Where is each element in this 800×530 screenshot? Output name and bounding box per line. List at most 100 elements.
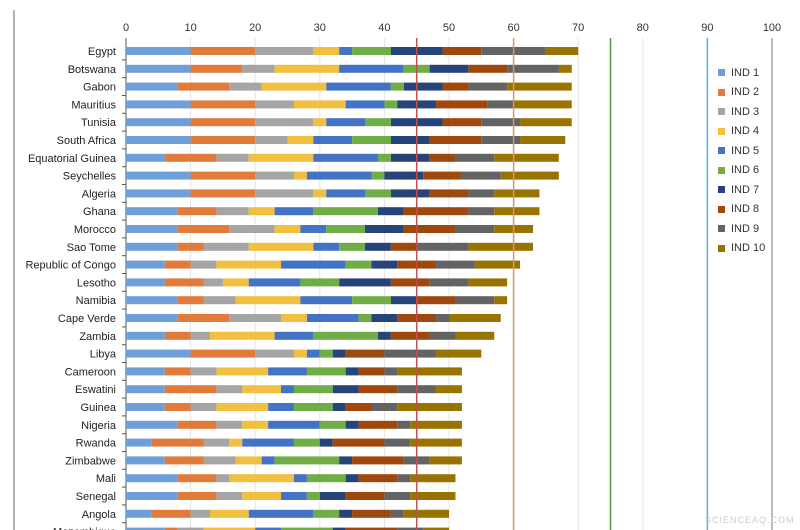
bar-segment-ind-1 (126, 47, 191, 55)
bar-segment-ind-2 (177, 420, 217, 429)
bar-segment-ind-5 (306, 349, 320, 358)
bar-segment-ind-2 (190, 349, 256, 358)
bar-segment-ind-2 (177, 242, 204, 251)
bar-segment-ind-5 (261, 456, 275, 465)
bar-segment-ind-5 (281, 492, 307, 500)
legend-label: IND 7 (731, 183, 760, 196)
bar-segment-ind-1 (126, 456, 165, 465)
bar-segment-ind-1 (126, 64, 191, 73)
bar-segment-ind-4 (209, 509, 249, 518)
bar-segment-ind-3 (190, 331, 210, 340)
bar-segment-ind-3 (190, 367, 217, 376)
bar-segment-ind-3 (216, 474, 230, 483)
bar-segment-ind-5 (313, 136, 353, 144)
bar-segment-ind-3 (229, 82, 262, 91)
bar-segment-ind-6 (352, 47, 391, 55)
bar-segment-ind-1 (126, 420, 178, 429)
bar-segment-ind-3 (255, 136, 288, 144)
x-tick-label: 20 (249, 22, 261, 34)
bar-segment-ind-3 (229, 314, 282, 322)
bar-segment-ind-9 (436, 260, 475, 269)
legend-item: IND 4 (718, 122, 765, 142)
bar-segment-ind-1 (126, 118, 191, 127)
bar-segment-ind-9 (371, 403, 398, 411)
bar-segment-ind-10 (474, 260, 521, 269)
bar-segment-ind-10 (513, 100, 572, 109)
bar-segment-ind-2 (190, 171, 256, 180)
bar-segment-ind-10 (507, 82, 572, 91)
watermark: SCIENCEAQ.COM (705, 515, 795, 525)
bar-segment-ind-2 (190, 47, 256, 55)
bar-segment-ind-7 (345, 367, 359, 376)
legend-item: IND 5 (718, 141, 765, 161)
category-label: Angola (82, 509, 117, 521)
bar-segment-ind-9 (468, 82, 508, 91)
bar-segment-ind-2 (177, 207, 217, 216)
bar-segment-ind-10 (449, 314, 501, 322)
bar-segment-ind-2 (164, 367, 191, 376)
bar-segment-ind-2 (164, 403, 191, 411)
bar-segment-ind-1 (126, 153, 165, 162)
bar-segment-ind-1 (126, 474, 178, 483)
bar-segment-ind-8 (390, 278, 430, 287)
legend-label: IND 10 (731, 242, 766, 255)
bar-segment-ind-4 (216, 260, 282, 269)
bar-segment-ind-9 (429, 331, 456, 340)
bar-segment-ind-4 (293, 100, 346, 109)
bar-segment-ind-8 (352, 509, 391, 518)
x-tick-label: 100 (763, 22, 781, 34)
bar-segment-ind-6 (358, 314, 372, 322)
bar-segment-ind-4 (229, 438, 243, 447)
bar-segment-ind-6 (293, 438, 320, 447)
bar-segment-ind-5 (300, 225, 327, 233)
category-label: Rwanda (76, 438, 117, 450)
bar-segment-ind-2 (177, 314, 230, 322)
bar-segment-ind-8 (358, 420, 398, 429)
bar-segment-ind-3 (216, 420, 243, 429)
bar-segment-ind-3 (255, 100, 294, 109)
bar-segment-ind-6 (306, 492, 320, 500)
bar-segment-ind-10 (494, 189, 540, 198)
legend-item: IND 10 (718, 239, 765, 259)
legend-swatch (718, 244, 725, 252)
category-label: Mali (96, 473, 116, 485)
category-label: Botswana (68, 64, 117, 76)
bar-segment-ind-10 (403, 509, 449, 518)
bar-segment-ind-8 (345, 403, 372, 411)
category-label: Nigeria (81, 420, 117, 432)
legend-label: IND 2 (731, 86, 760, 99)
bar-segment-ind-10 (410, 420, 462, 429)
bar-segment-ind-7 (429, 64, 469, 73)
bar-segment-ind-8 (390, 242, 417, 251)
category-label: Mozambique (53, 527, 116, 530)
bar-segment-ind-6 (390, 82, 404, 91)
category-label: Tunisia (81, 117, 117, 129)
legend-item: IND 9 (718, 219, 765, 239)
bar-segment-ind-4 (248, 242, 314, 251)
bar-segment-ind-5 (274, 331, 314, 340)
bar-segment-ind-1 (126, 82, 178, 91)
bar-segment-ind-1 (126, 189, 191, 198)
bar-segment-ind-2 (164, 456, 204, 465)
bar-segment-ind-2 (164, 153, 217, 162)
x-tick-label: 70 (572, 22, 584, 34)
bar-segment-ind-10 (455, 331, 495, 340)
category-label: South Africa (57, 135, 117, 147)
bar-segment-ind-8 (358, 385, 398, 394)
bar-segment-ind-4 (293, 171, 307, 180)
bar-segment-ind-5 (293, 474, 307, 483)
bar-segment-ind-8 (468, 64, 508, 73)
bar-segment-ind-10 (558, 64, 572, 73)
bar-segment-ind-5 (242, 438, 294, 447)
bar-segment-ind-1 (126, 349, 191, 358)
category-label: Gabon (83, 82, 116, 94)
bar-segment-ind-5 (248, 509, 314, 518)
bar-segment-ind-3 (203, 438, 230, 447)
bar-segment-ind-9 (390, 509, 404, 518)
legend-item: IND 3 (718, 102, 765, 122)
category-label: Senegal (76, 491, 116, 503)
category-label: Eswatini (75, 384, 116, 396)
bar-segment-ind-7 (345, 420, 359, 429)
bar-segment-ind-1 (126, 314, 178, 322)
